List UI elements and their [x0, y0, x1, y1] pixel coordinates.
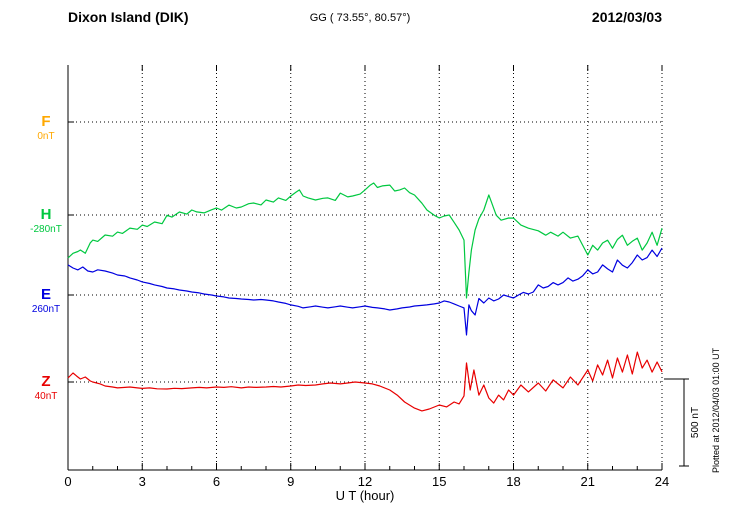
trace-E [67, 247, 663, 336]
x-tick-label-15: 15 [432, 474, 446, 489]
geographic-coordinates: GG ( 73.55°, 80.57°) [309, 12, 411, 24]
x-tick-label-18: 18 [506, 474, 520, 489]
component-value-H: -280nT [30, 224, 62, 235]
plot-footnote: Plotted at 2012/04/03 01:00 UT [711, 347, 721, 473]
component-label-Z: Z [41, 373, 50, 390]
x-tick-label-24: 24 [655, 474, 669, 489]
x-tick-label-12: 12 [358, 474, 372, 489]
x-tick-label-21: 21 [581, 474, 595, 489]
x-tick-label-9: 9 [287, 474, 294, 489]
component-value-E: 260nT [32, 304, 60, 315]
x-tick-label-0: 0 [64, 474, 71, 489]
scale-bar-label: 500 nT [690, 407, 701, 438]
component-value-F: 0nT [37, 131, 54, 142]
x-tick-label-3: 3 [139, 474, 146, 489]
component-label-E: E [41, 286, 51, 303]
trace-Z [67, 351, 663, 412]
trace-H [67, 182, 663, 299]
component-value-Z: 40nT [35, 391, 58, 402]
plot-date: 2012/03/03 [591, 9, 662, 25]
station-title: Dixon Island (DIK) [68, 9, 189, 25]
x-axis-label: U T (hour) [335, 488, 395, 503]
component-label-H: H [41, 206, 52, 223]
component-label-F: F [41, 113, 50, 130]
x-tick-label-6: 6 [213, 474, 220, 489]
